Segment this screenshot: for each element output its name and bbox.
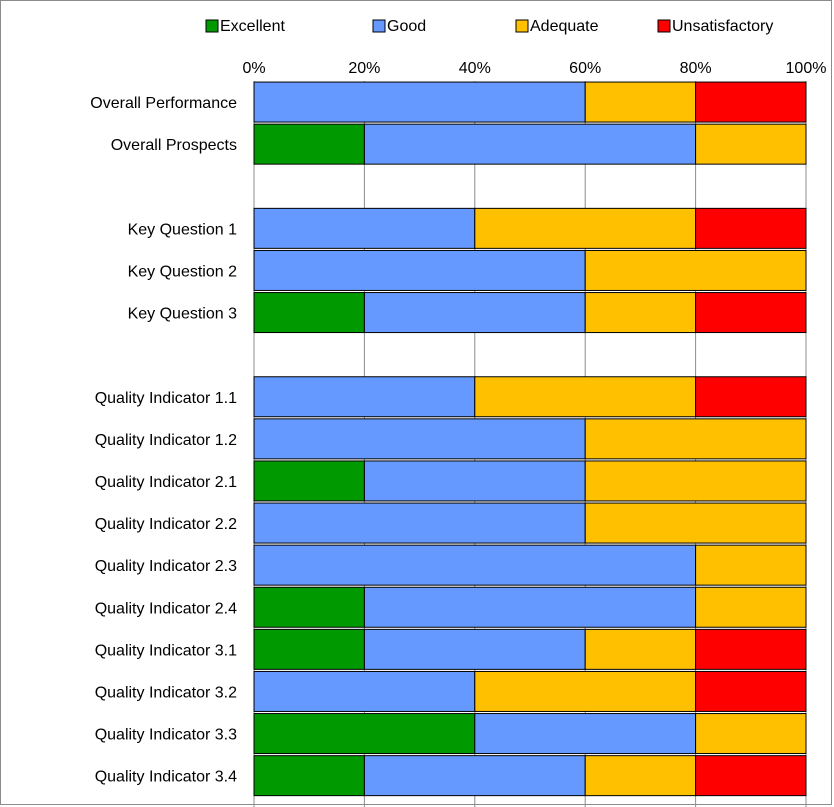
bar-segment-good: [253, 670, 476, 712]
x-tick-label: 20%: [348, 60, 380, 77]
x-tick-label: 60%: [569, 60, 601, 77]
category-label: Quality Indicator 3.3: [95, 727, 237, 744]
bar-segment-excellent: [253, 755, 365, 797]
bar-segment-good: [363, 755, 586, 797]
x-tick-label: 0%: [242, 60, 265, 77]
bar-segment-good: [363, 292, 586, 334]
category-label: Quality Indicator 2.3: [95, 558, 237, 575]
category-label: Quality Indicator 1.1: [95, 390, 237, 407]
bar-segment-excellent: [253, 713, 476, 755]
bar-segment-unsatisfactory: [695, 376, 807, 418]
bar-segment-adequate: [695, 544, 807, 586]
bar-segment-adequate: [584, 460, 807, 502]
bar-segment-good: [253, 81, 586, 123]
category-label: Key Question 1: [128, 221, 238, 238]
bar-segment-good: [363, 123, 697, 165]
legend-swatch-adequate: [515, 19, 529, 33]
legend-swatch-unsatisfactory: [657, 19, 671, 33]
category-label: Quality Indicator 2.1: [95, 474, 237, 491]
x-tick-label: 40%: [459, 60, 491, 77]
bar-segment-adequate: [695, 586, 807, 628]
bar-segment-excellent: [253, 586, 365, 628]
legend-label: Adequate: [530, 18, 599, 35]
bar-segment-adequate: [584, 628, 697, 670]
category-label: Quality Indicator 1.2: [95, 432, 237, 449]
bar-segment-adequate: [584, 502, 807, 544]
legend-label: Unsatisfactory: [672, 18, 773, 35]
bar-segment-good: [363, 460, 586, 502]
category-label: Quality Indicator 2.2: [95, 516, 237, 533]
bar-segment-unsatisfactory: [695, 670, 807, 712]
bar-segment-good: [363, 628, 586, 670]
legend-swatch-good: [372, 19, 386, 33]
bar-segment-unsatisfactory: [695, 628, 807, 670]
bar-segment-unsatisfactory: [695, 207, 807, 249]
bar-segment-excellent: [253, 628, 365, 670]
category-label: Overall Prospects: [111, 137, 237, 154]
bar-segment-good: [363, 586, 697, 628]
category-label: Quality Indicator 3.4: [95, 769, 237, 786]
bar-segment-excellent: [253, 460, 365, 502]
bar-segment-good: [253, 249, 586, 291]
bar-segment-adequate: [584, 81, 697, 123]
category-label: Quality Indicator 2.4: [95, 600, 237, 617]
bar-segment-good: [253, 418, 586, 460]
legend-swatch-excellent: [205, 19, 219, 33]
bar-segment-good: [253, 502, 586, 544]
x-tick-label: 80%: [680, 60, 712, 77]
bar-segment-adequate: [474, 376, 697, 418]
bar-segment-excellent: [253, 292, 365, 334]
legend-label: Good: [387, 18, 426, 35]
bar-segment-adequate: [695, 123, 807, 165]
bar-segment-unsatisfactory: [695, 755, 807, 797]
category-label: Key Question 3: [128, 306, 238, 323]
bar-segment-adequate: [584, 292, 697, 334]
bar-segment-adequate: [474, 207, 697, 249]
bar-segment-adequate: [474, 670, 697, 712]
bar-segment-good: [253, 207, 476, 249]
bar-segment-unsatisfactory: [695, 81, 807, 123]
category-label: Quality Indicator 3.1: [95, 642, 237, 659]
bar-segment-excellent: [253, 123, 365, 165]
bar-segment-adequate: [584, 249, 807, 291]
x-tick-label: 100%: [786, 60, 827, 77]
bar-segment-adequate: [584, 418, 807, 460]
legend-label: Excellent: [220, 18, 285, 35]
bar-segment-adequate: [695, 713, 807, 755]
category-label: Overall Performance: [90, 95, 237, 112]
bar-segment-unsatisfactory: [695, 292, 807, 334]
category-label: Quality Indicator 3.2: [95, 684, 237, 701]
bar-segment-adequate: [584, 755, 697, 797]
bar-segment-good: [474, 713, 697, 755]
bar-segment-good: [253, 544, 697, 586]
category-label: Key Question 2: [128, 263, 238, 280]
bar-segment-good: [253, 376, 476, 418]
